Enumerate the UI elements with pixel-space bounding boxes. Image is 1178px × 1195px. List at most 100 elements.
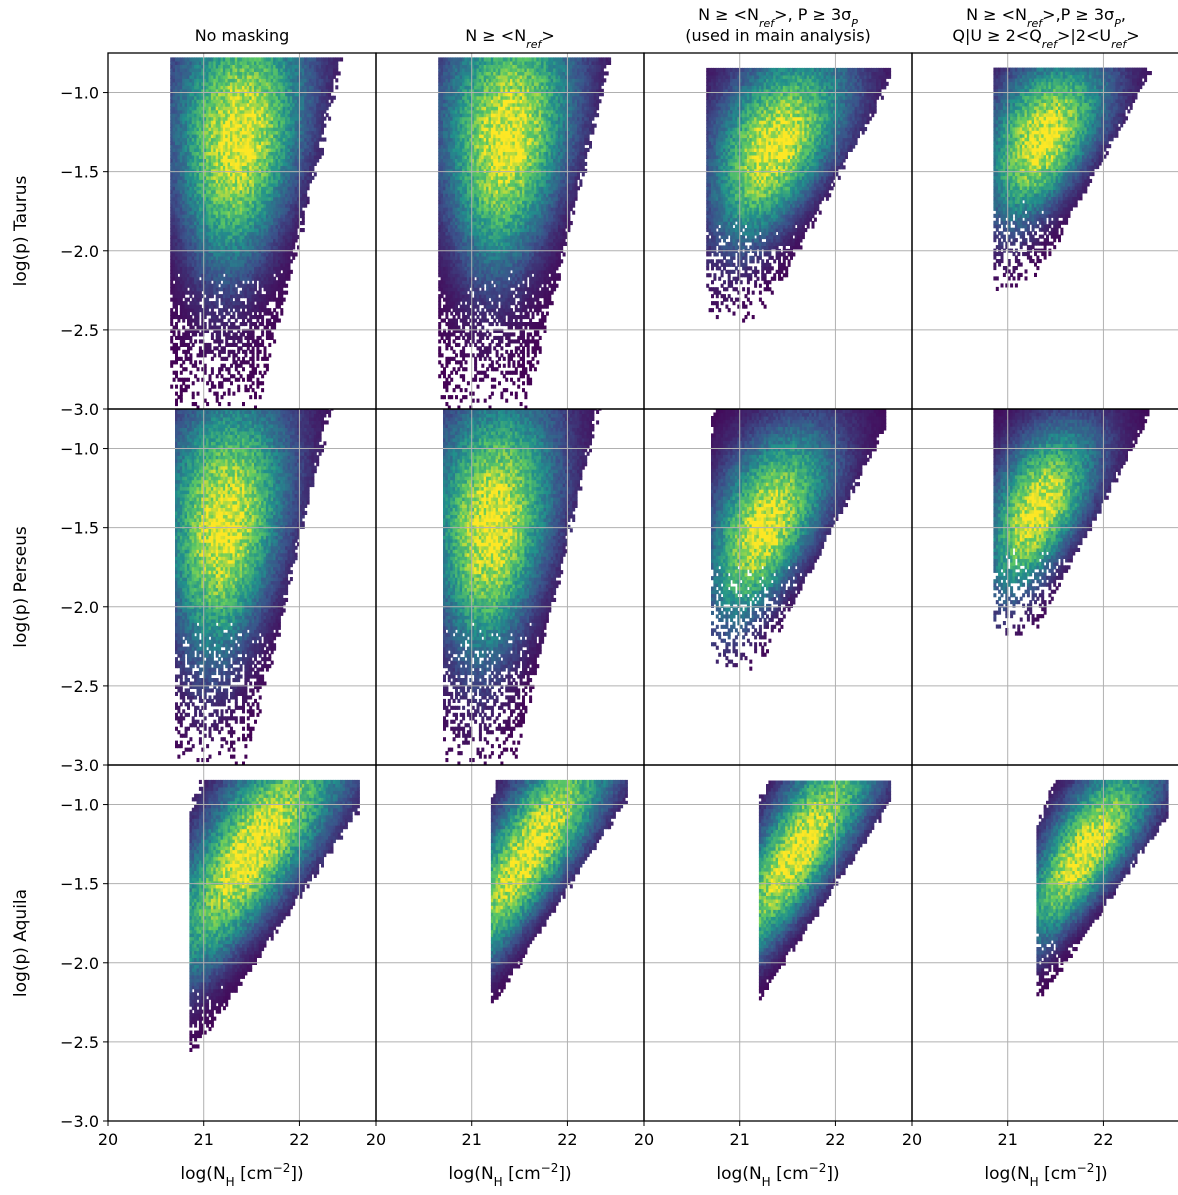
heatmap-cell: [318, 127, 322, 132]
heatmap-cell: [244, 315, 248, 320]
heatmap-cell: [289, 78, 293, 83]
heatmap-cell: [268, 147, 272, 152]
heatmap-cell: [265, 137, 269, 142]
heatmap-cell: [438, 113, 442, 118]
heatmap-cell: [249, 311, 253, 316]
heatmap-cell: [258, 301, 262, 306]
heatmap-cell: [263, 189, 267, 194]
heatmap-cell: [234, 259, 238, 264]
heatmap-cell: [261, 189, 265, 194]
heatmap-cell: [208, 71, 212, 76]
heatmap-cell: [325, 67, 329, 72]
heatmap-cell: [294, 116, 298, 121]
heatmap-cell: [306, 200, 310, 205]
heatmap-cell: [198, 308, 202, 313]
heatmap-cell: [443, 161, 446, 166]
heatmap-cell: [242, 203, 245, 208]
heatmap-cell: [237, 147, 241, 152]
heatmap-cell: [251, 262, 255, 267]
heatmap-cell: [196, 64, 200, 69]
heatmap-cell: [289, 245, 293, 250]
heatmap-cell: [251, 179, 255, 184]
heatmap-cell: [232, 266, 236, 271]
heatmap-cell: [182, 235, 186, 240]
heatmap-cell: [210, 245, 214, 250]
heatmap-cell: [246, 287, 250, 292]
heatmap-cell: [177, 238, 181, 243]
heatmap-cell: [438, 196, 442, 201]
heatmap-cell: [170, 134, 174, 139]
heatmap-cell: [230, 217, 233, 222]
heatmap-cell: [191, 161, 195, 166]
heatmap-cell: [206, 168, 210, 173]
heatmap-cell: [175, 384, 178, 389]
heatmap-cell: [194, 161, 198, 166]
heatmap-cell: [254, 210, 257, 215]
heatmap-cell: [189, 259, 193, 264]
heatmap-cell: [182, 147, 186, 152]
heatmap-cell: [232, 147, 236, 152]
heatmap-cell: [175, 287, 178, 292]
heatmap-cell: [227, 318, 231, 323]
heatmap-cell: [246, 360, 250, 365]
heatmap-cell: [246, 262, 250, 267]
heatmap-cell: [222, 210, 226, 215]
heatmap-cell: [213, 175, 217, 180]
heatmap-cell: [208, 259, 212, 264]
heatmap-cell: [294, 161, 298, 166]
heatmap-cell: [170, 207, 174, 212]
heatmap-cell: [189, 210, 193, 215]
heatmap-cell: [304, 203, 308, 208]
heatmap-cell: [309, 92, 312, 97]
heatmap-cell: [213, 186, 217, 191]
heatmap-cell: [201, 245, 205, 250]
heatmap-cell: [438, 332, 442, 337]
heatmap-cell: [323, 123, 327, 128]
heatmap-cell: [309, 71, 312, 76]
heatmap-cell: [328, 74, 332, 79]
heatmap-cell: [332, 95, 336, 100]
heatmap-cell: [213, 269, 217, 274]
heatmap-cell: [220, 210, 224, 215]
heatmap-cell: [210, 214, 214, 219]
heatmap-cell: [273, 78, 277, 83]
heatmap-cell: [440, 99, 444, 104]
heatmap-cell: [201, 179, 205, 184]
heatmap-cell: [292, 151, 296, 156]
heatmap-cell: [277, 189, 281, 194]
heatmap-cell: [230, 168, 233, 173]
heatmap-cell: [280, 241, 284, 246]
heatmap-cell: [299, 123, 303, 128]
heatmap-cell: [313, 137, 317, 142]
heatmap-cell: [275, 102, 279, 107]
heatmap-cell: [438, 252, 442, 257]
heatmap-cell: [177, 182, 181, 187]
heatmap-cell: [191, 134, 195, 139]
heatmap-cell: [263, 134, 267, 139]
heatmap-cell: [187, 214, 190, 219]
heatmap-cell: [275, 161, 279, 166]
heatmap-cell: [201, 57, 205, 62]
heatmap-cell: [282, 95, 286, 100]
heatmap-cell: [443, 116, 446, 121]
heatmap-cell: [256, 301, 260, 306]
heatmap-cell: [189, 214, 193, 219]
heatmap-cell: [309, 67, 312, 72]
heatmap-cell: [304, 172, 308, 177]
heatmap-cell: [287, 85, 291, 90]
heatmap-cell: [203, 252, 207, 257]
heatmap-cell: [318, 60, 322, 65]
heatmap-cell: [258, 241, 262, 246]
heatmap-cell: [270, 154, 274, 159]
heatmap-cell: [170, 315, 174, 320]
heatmap-cell: [265, 290, 269, 295]
heatmap-cell: [297, 74, 300, 79]
heatmap-cell: [220, 92, 224, 97]
heatmap-cell: [287, 273, 291, 278]
heatmap-cell: [225, 161, 229, 166]
heatmap-cell: [258, 99, 262, 104]
heatmap-cell: [242, 99, 245, 104]
heatmap-cell: [189, 92, 193, 97]
heatmap-cell: [206, 109, 210, 114]
heatmap-cell: [297, 147, 300, 152]
